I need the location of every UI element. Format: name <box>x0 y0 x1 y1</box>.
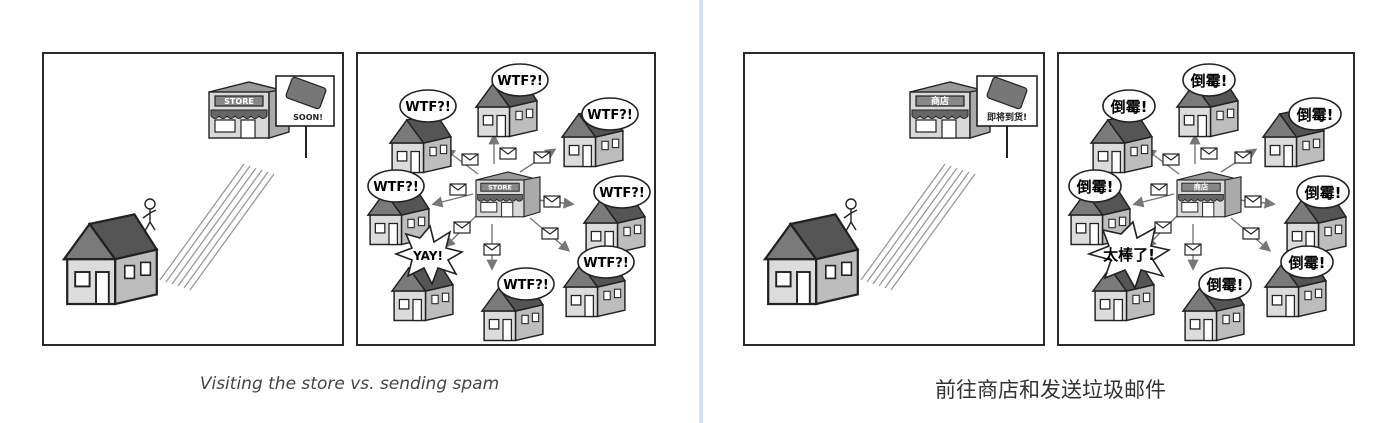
spam-panel: 商店 倒霉! 倒霉! 倒霉! 倒霉! 倒霉! 倒霉! 倒霉! <box>1057 52 1355 346</box>
soon-sign: 即将到货! <box>976 75 1038 158</box>
sign-text: SOON! <box>293 113 323 122</box>
store-visit-illustration: STORE SOON! <box>62 75 335 306</box>
smartphone-icon <box>285 76 327 110</box>
speech-bubble: 倒霉! <box>1288 97 1342 131</box>
speech-bubble: WTF?! <box>399 89 457 123</box>
burst-text: 太棒了! <box>1103 246 1155 264</box>
center-store: 商店 <box>1176 171 1242 218</box>
reaction-bubbles: 倒霉! 倒霉! 倒霉! 倒霉! 倒霉! 倒霉! 倒霉! 太棒了! <box>1068 63 1350 301</box>
bubble-text: 倒霉! <box>1110 98 1148 116</box>
left-illustration-half: STORE SOON! <box>42 52 656 394</box>
travel-path-lines <box>860 163 976 291</box>
speech-bubble: 倒霉! <box>1102 89 1156 123</box>
store-label: 商店 <box>931 95 949 107</box>
store-visit-panel: 商店 即将到货! <box>743 52 1045 346</box>
speech-bubble: WTF?! <box>367 169 425 203</box>
bubble-text: WTF?! <box>497 74 543 89</box>
home-house <box>62 213 158 306</box>
bubble-text: WTF?! <box>583 256 629 271</box>
soon-sign: SOON! <box>275 75 335 158</box>
person-figure <box>843 198 858 232</box>
bubble-text: 倒霉! <box>1190 72 1228 90</box>
left-caption: Visiting the store vs. sending spam <box>199 374 500 394</box>
travel-path-lines <box>159 163 275 291</box>
burst-bubble: 太棒了! <box>1086 220 1172 290</box>
center-store: STORE <box>475 171 541 218</box>
store-visit-illustration: 商店 即将到货! <box>763 75 1038 306</box>
speech-bubble: WTF?! <box>577 245 635 279</box>
bubble-text: 倒霉! <box>1288 254 1326 272</box>
speech-bubble: 倒霉! <box>1198 267 1252 301</box>
person-figure <box>142 198 157 232</box>
bubble-text: 倒霉! <box>1076 178 1114 196</box>
store-label: STORE <box>224 97 254 106</box>
spam-panel: STORE WTF?! WTF?! WTF?! WTF?! WTF?! WTF?… <box>356 52 656 346</box>
bubble-text: 倒霉! <box>1304 184 1342 202</box>
right-caption: 前往商店和发送垃圾邮件 <box>935 378 1166 402</box>
right-illustration-half: 商店 即将到货! <box>703 0 1398 423</box>
speech-bubble: WTF?! <box>581 97 639 131</box>
bubble-text: 倒霉! <box>1206 276 1244 294</box>
column-divider <box>699 0 703 423</box>
spam-illustration: 商店 倒霉! 倒霉! 倒霉! 倒霉! 倒霉! 倒霉! 倒霉! <box>1068 63 1350 342</box>
speech-bubble: 倒霉! <box>1280 245 1334 279</box>
bubble-text: WTF?! <box>405 100 451 115</box>
bubble-text: WTF?! <box>587 108 633 123</box>
store-building: STORE <box>208 81 290 139</box>
speech-bubble: WTF?! <box>497 267 555 301</box>
smartphone-icon <box>986 76 1028 110</box>
speech-bubble: 倒霉! <box>1182 63 1236 97</box>
bubble-text: WTF?! <box>373 180 419 195</box>
burst-text: YAY! <box>412 249 443 263</box>
home-house <box>763 213 859 306</box>
speech-bubble: 倒霉! <box>1296 175 1350 209</box>
bubble-text: WTF?! <box>503 278 549 293</box>
reaction-bubbles: WTF?! WTF?! WTF?! WTF?! WTF?! WTF?! WTF?… <box>367 63 651 301</box>
speech-bubble: WTF?! <box>593 175 651 209</box>
speech-bubble: WTF?! <box>491 63 549 97</box>
sign-text: 即将到货! <box>987 111 1027 123</box>
speech-bubble: 倒霉! <box>1068 169 1122 203</box>
center-store-label: STORE <box>488 184 512 192</box>
store-visit-panel: STORE SOON! <box>42 52 344 346</box>
bubble-text: WTF?! <box>599 186 645 201</box>
burst-bubble: YAY! <box>393 224 465 286</box>
bubble-text: 倒霉! <box>1296 106 1334 124</box>
spam-illustration: STORE WTF?! WTF?! WTF?! WTF?! WTF?! WTF?… <box>367 63 651 342</box>
store-building: 商店 <box>909 81 991 139</box>
center-store-label: 商店 <box>1194 183 1208 192</box>
